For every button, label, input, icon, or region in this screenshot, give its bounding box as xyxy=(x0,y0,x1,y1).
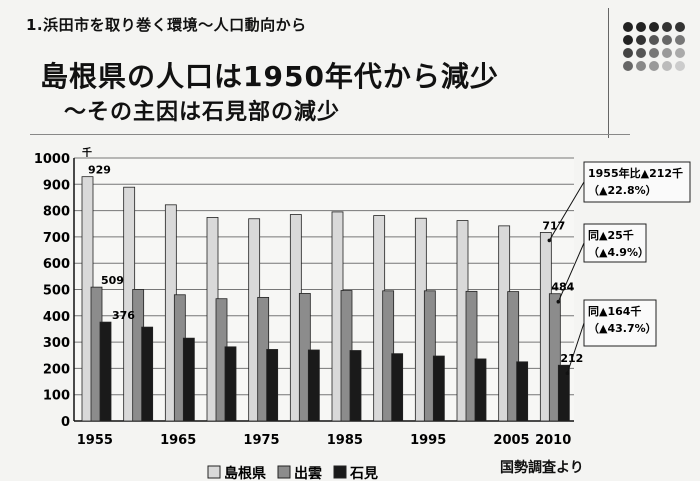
y-tick-label: 1000 xyxy=(34,152,70,167)
annotation-arrow xyxy=(557,242,585,302)
bar-izumo xyxy=(548,293,561,422)
x-tick-label: 1975 xyxy=(243,433,279,448)
x-tick-label: 1995 xyxy=(410,433,446,448)
decor-dot xyxy=(675,35,685,45)
annotation-box xyxy=(583,161,691,203)
x-tick-label: 2005 xyxy=(493,433,529,448)
decor-dot xyxy=(675,48,685,58)
bar-iwami xyxy=(557,364,570,422)
horizontal-divider xyxy=(30,134,630,135)
annotation-box xyxy=(583,299,657,347)
x-tick-label: 2010 xyxy=(535,433,571,448)
bar-iwami xyxy=(266,349,279,422)
decor-dot xyxy=(636,22,646,32)
x-tick-label: 1965 xyxy=(160,433,196,448)
decor-dot xyxy=(623,61,633,71)
unit-label: 千 xyxy=(82,146,92,159)
annotation-arrow-tip xyxy=(565,371,570,376)
bar-iwami xyxy=(307,349,320,422)
annotation-arrow-tip xyxy=(547,238,552,243)
decor-dot xyxy=(636,35,646,45)
bar-iwami xyxy=(99,321,112,422)
decor-dot xyxy=(649,61,659,71)
bar-iwami xyxy=(474,358,487,422)
y-tick-label: 200 xyxy=(43,362,70,377)
annotation: 同▲25千 （▲4.9%） xyxy=(556,223,649,304)
annotation: 同▲164千 （▲43.7%） xyxy=(565,299,657,376)
decor-dot xyxy=(636,61,646,71)
data-label: 717 xyxy=(542,219,565,232)
y-tick-label: 600 xyxy=(43,257,70,272)
main-title: 島根県の人口は1950年代から減少 xyxy=(40,60,499,93)
vertical-divider xyxy=(608,8,609,138)
y-tick-label: 0 xyxy=(61,415,70,430)
annotation-arrow xyxy=(548,181,585,241)
annotation-line2: （▲43.7%） xyxy=(588,322,657,335)
bar-iwami xyxy=(224,346,237,422)
y-tick-label: 900 xyxy=(43,178,70,193)
annotation-line1: 1955年比▲212千 xyxy=(588,166,683,180)
bar-iwami xyxy=(349,350,362,422)
decor-dot xyxy=(623,22,633,32)
decor-dot xyxy=(623,35,633,45)
sub-title: ～その主因は石見部の減少 xyxy=(64,100,341,125)
annotation-line1: 同▲164千 xyxy=(588,304,641,318)
legend-swatch xyxy=(277,465,291,479)
data-label: 376 xyxy=(112,309,135,322)
bar-izumo xyxy=(507,291,520,422)
y-tick-label: 300 xyxy=(43,336,70,351)
y-tick-label: 800 xyxy=(43,205,70,220)
data-label: 509 xyxy=(101,274,124,287)
decor-dot xyxy=(675,61,685,71)
section-title: 1.浜田市を取り巻く環境～人口動向から xyxy=(26,16,307,34)
legend-label: 出雲 xyxy=(294,465,322,481)
legend-swatch xyxy=(207,465,221,479)
bar-iwami xyxy=(182,337,195,422)
decor-dot xyxy=(662,22,672,32)
decor-dot xyxy=(662,48,672,58)
annotation-arrow xyxy=(566,322,585,374)
annotation-line2: （▲22.8%） xyxy=(588,184,657,197)
bar-iwami xyxy=(516,361,529,422)
annotation-arrow-tip xyxy=(556,299,561,304)
bar-iwami xyxy=(432,355,445,422)
legend-swatch xyxy=(333,465,347,479)
y-tick-label: 500 xyxy=(43,284,70,299)
data-label: 484 xyxy=(551,281,574,294)
decor-dot xyxy=(662,35,672,45)
decor-dot xyxy=(649,22,659,32)
decor-dot xyxy=(649,48,659,58)
bar-izumo xyxy=(465,290,478,422)
legend-label: 石見 xyxy=(349,466,378,481)
decor-dot xyxy=(662,61,672,71)
decor-dot xyxy=(636,48,646,58)
x-tick-label: 1955 xyxy=(77,433,113,448)
annotation-box xyxy=(583,223,647,263)
source-note: 国勢調査より xyxy=(500,460,584,476)
y-tick-label: 700 xyxy=(43,231,70,246)
annotation-line2: （▲4.9%） xyxy=(588,246,649,259)
annotation-line1: 同▲25千 xyxy=(588,228,634,242)
x-tick-label: 1985 xyxy=(327,433,363,448)
decor-dot xyxy=(675,22,685,32)
y-tick-label: 100 xyxy=(43,389,70,404)
data-label: 929 xyxy=(88,164,111,177)
decor-dot xyxy=(623,48,633,58)
bar-iwami xyxy=(391,353,404,422)
decor-dot xyxy=(649,35,659,45)
legend-label: 島根県 xyxy=(224,465,266,481)
annotation: 1955年比▲212千 （▲22.8%） xyxy=(547,161,691,243)
bar-iwami xyxy=(141,326,154,422)
y-tick-label: 400 xyxy=(43,310,70,325)
